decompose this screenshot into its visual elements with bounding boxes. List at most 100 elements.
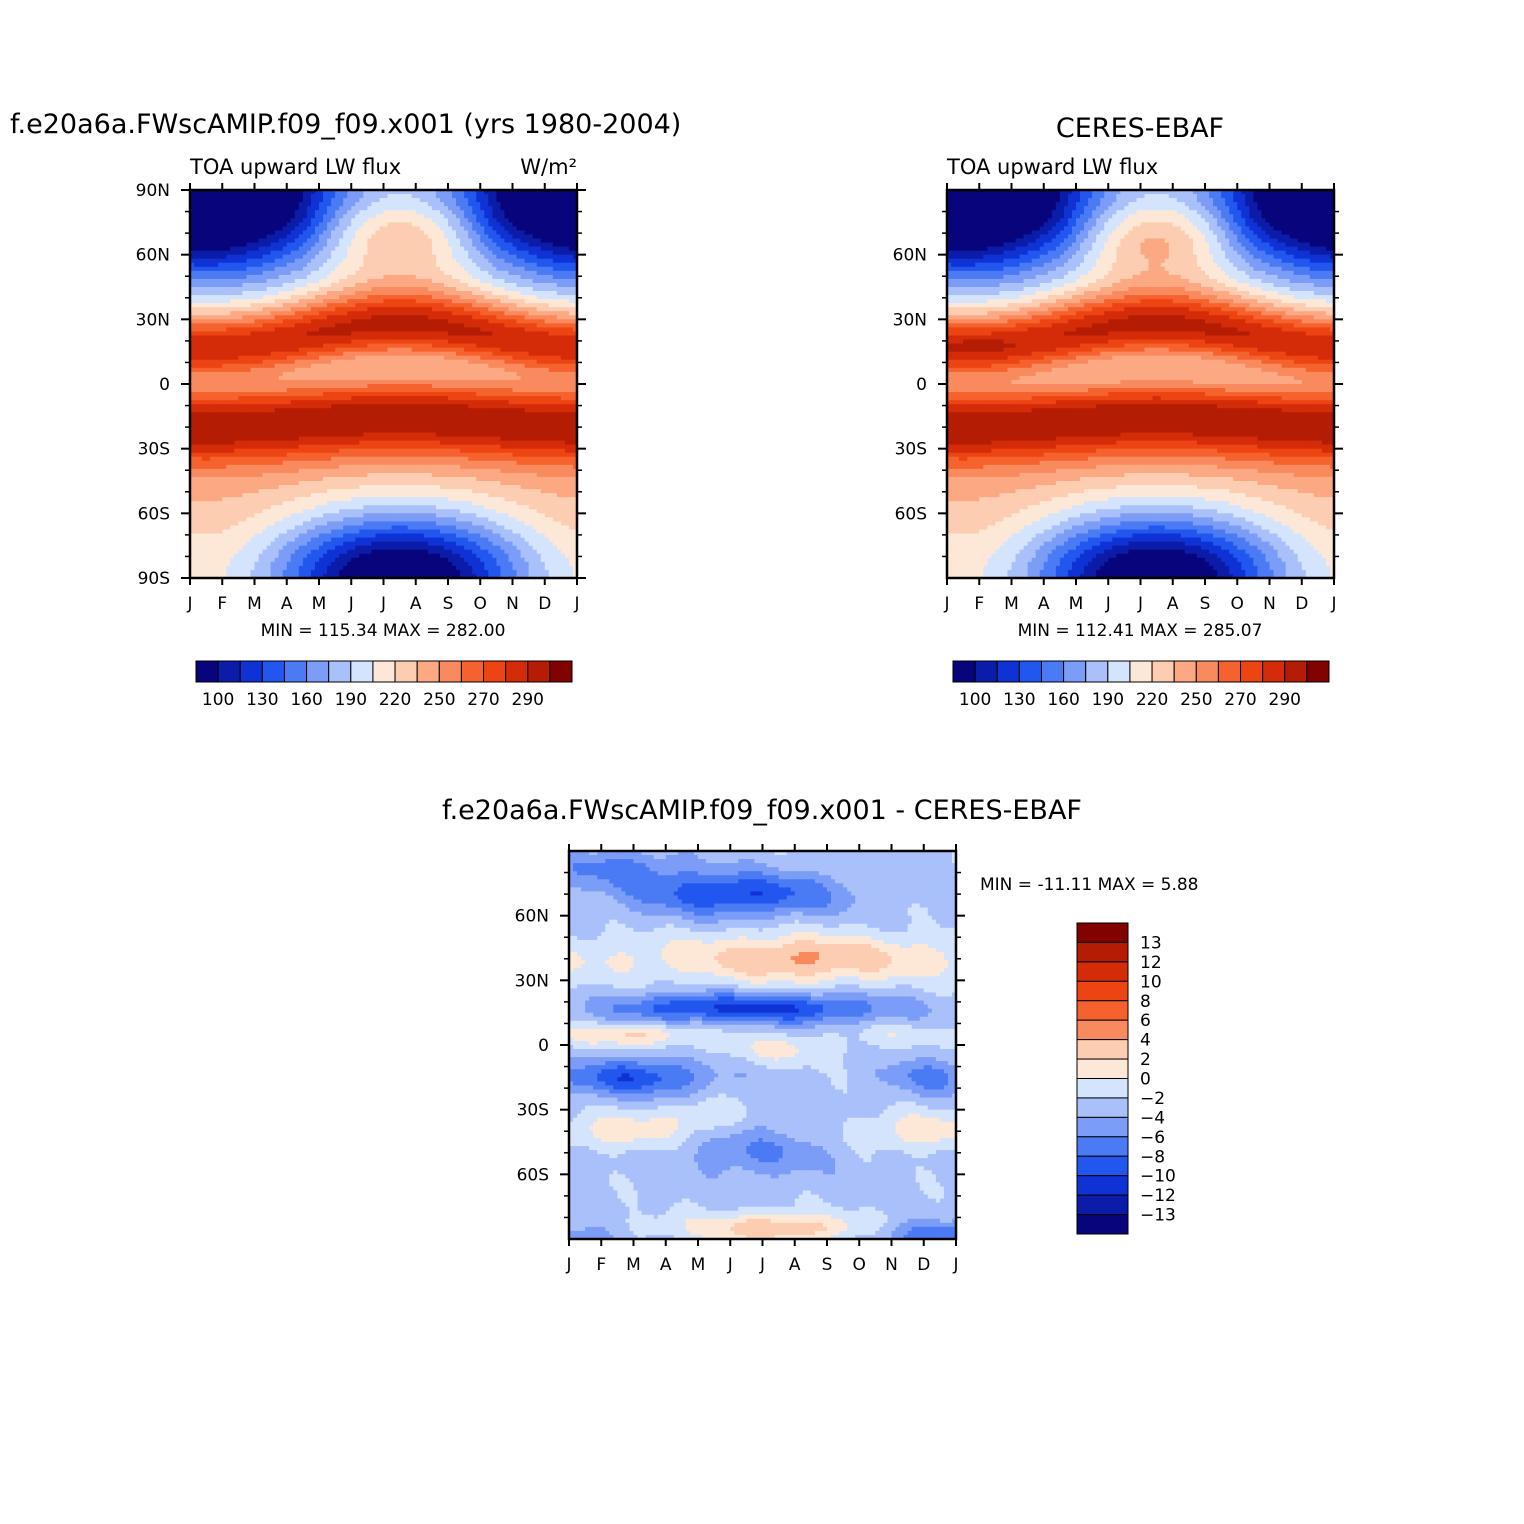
- model-cell: [290, 282, 296, 288]
- model-cell: [443, 392, 449, 397]
- model-cell: [323, 367, 328, 373]
- model-cell: [306, 343, 312, 349]
- model-cell: [367, 367, 373, 373]
- model-cell: [226, 287, 231, 292]
- model-cell: [194, 315, 199, 320]
- model-cell: [230, 392, 235, 397]
- model-cell: [460, 230, 465, 236]
- model-cell: [415, 315, 421, 320]
- model-cell: [335, 230, 340, 236]
- model-cell: [520, 339, 526, 345]
- model-cell: [476, 315, 481, 320]
- model-cell: [512, 238, 518, 244]
- model-cell: [508, 198, 514, 203]
- model-cell: [202, 291, 207, 296]
- model-cell: [488, 355, 493, 361]
- model-cell: [258, 359, 264, 365]
- right-variable-label: TOA upward LW flux: [946, 155, 1158, 179]
- model-cell: [516, 242, 522, 248]
- model-cell: [270, 311, 276, 316]
- model-cell: [234, 315, 239, 320]
- model-cell: [238, 242, 244, 248]
- model-cell: [460, 311, 465, 316]
- model-cell: [198, 335, 203, 341]
- model-cell: [331, 303, 336, 308]
- model-cell: [516, 351, 522, 357]
- model-cell: [226, 384, 231, 389]
- model-cell: [214, 190, 219, 195]
- model-cell: [335, 323, 340, 329]
- model-cell: [238, 327, 244, 333]
- model-cell: [516, 311, 522, 316]
- model-cell: [419, 206, 425, 211]
- model-cell: [238, 194, 244, 199]
- model-cell: [480, 287, 485, 292]
- model-cell: [452, 327, 457, 333]
- model-cell: [202, 214, 207, 219]
- model-cell: [524, 367, 530, 373]
- model-cell: [270, 282, 276, 288]
- model-cell: [504, 396, 510, 401]
- model-cell: [254, 238, 260, 244]
- model-cell: [448, 335, 453, 341]
- model-cell: [464, 331, 469, 337]
- model-cell: [427, 379, 433, 385]
- model-cell: [448, 367, 453, 373]
- model-cell: [262, 250, 268, 256]
- model-cell: [242, 388, 248, 393]
- model-cell: [480, 359, 485, 365]
- model-cell: [383, 323, 389, 329]
- model-cell: [375, 327, 381, 333]
- model-cell: [427, 194, 433, 199]
- model-cell: [327, 307, 332, 312]
- model-cell: [560, 335, 566, 341]
- model-cell: [339, 218, 344, 223]
- model-cell: [262, 371, 268, 377]
- model-cell: [363, 254, 368, 260]
- model-cell: [351, 270, 356, 276]
- model-cell: [310, 262, 316, 268]
- model-cell: [254, 274, 260, 280]
- model-cell: [532, 396, 538, 401]
- model-cell: [520, 311, 526, 316]
- model-cell: [246, 238, 252, 244]
- model-cell: [302, 230, 308, 236]
- model-cell: [548, 226, 554, 232]
- model-cell: [274, 359, 280, 365]
- model-cell: [492, 363, 497, 369]
- model-cell: [496, 226, 502, 232]
- model-cell: [351, 210, 356, 215]
- model-cell: [274, 392, 280, 397]
- model-cell: [464, 335, 469, 341]
- model-cell: [452, 222, 457, 227]
- model-cell: [250, 396, 256, 401]
- model-cell: [194, 323, 199, 329]
- model-cell: [375, 319, 381, 324]
- model-cell: [431, 238, 437, 244]
- model-cell: [198, 343, 203, 349]
- model-cell: [383, 307, 389, 312]
- model-cell: [351, 222, 356, 227]
- model-cell: [387, 287, 393, 292]
- model-cell: [524, 303, 530, 308]
- model-cell: [488, 347, 493, 353]
- model-cell: [464, 278, 469, 284]
- model-cell: [246, 206, 252, 211]
- model-cell: [572, 295, 577, 300]
- model-cell: [367, 287, 373, 292]
- model-cell: [544, 331, 550, 337]
- model-cell: [347, 202, 352, 207]
- model-cell: [500, 299, 506, 304]
- model-cell: [323, 262, 328, 268]
- model-cell: [427, 291, 433, 296]
- model-cell: [230, 210, 235, 215]
- model-cell: [476, 278, 481, 284]
- model-cell: [214, 295, 219, 300]
- model-cell: [246, 262, 252, 268]
- model-cell: [319, 242, 324, 248]
- model-cell: [504, 278, 510, 284]
- model-cell: [544, 234, 550, 240]
- model-cell: [367, 343, 373, 349]
- model-cell: [560, 343, 566, 349]
